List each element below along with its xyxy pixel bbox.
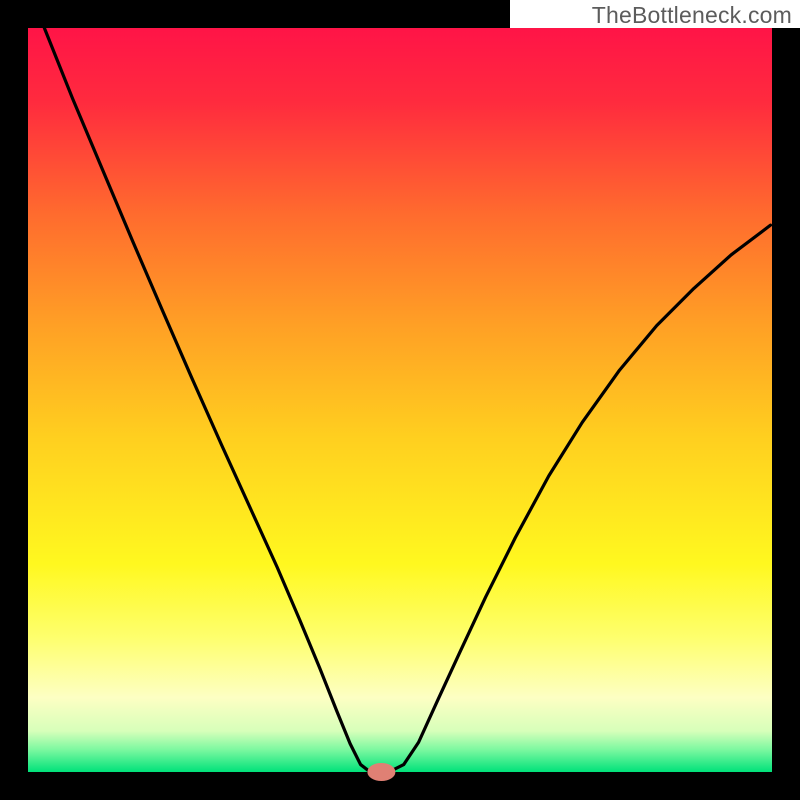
optimal-point-marker xyxy=(367,763,395,781)
watermark-text: TheBottleneck.com xyxy=(592,2,792,29)
bottleneck-chart xyxy=(0,0,800,800)
chart-container: TheBottleneck.com xyxy=(0,0,800,800)
plot-background xyxy=(28,28,772,772)
